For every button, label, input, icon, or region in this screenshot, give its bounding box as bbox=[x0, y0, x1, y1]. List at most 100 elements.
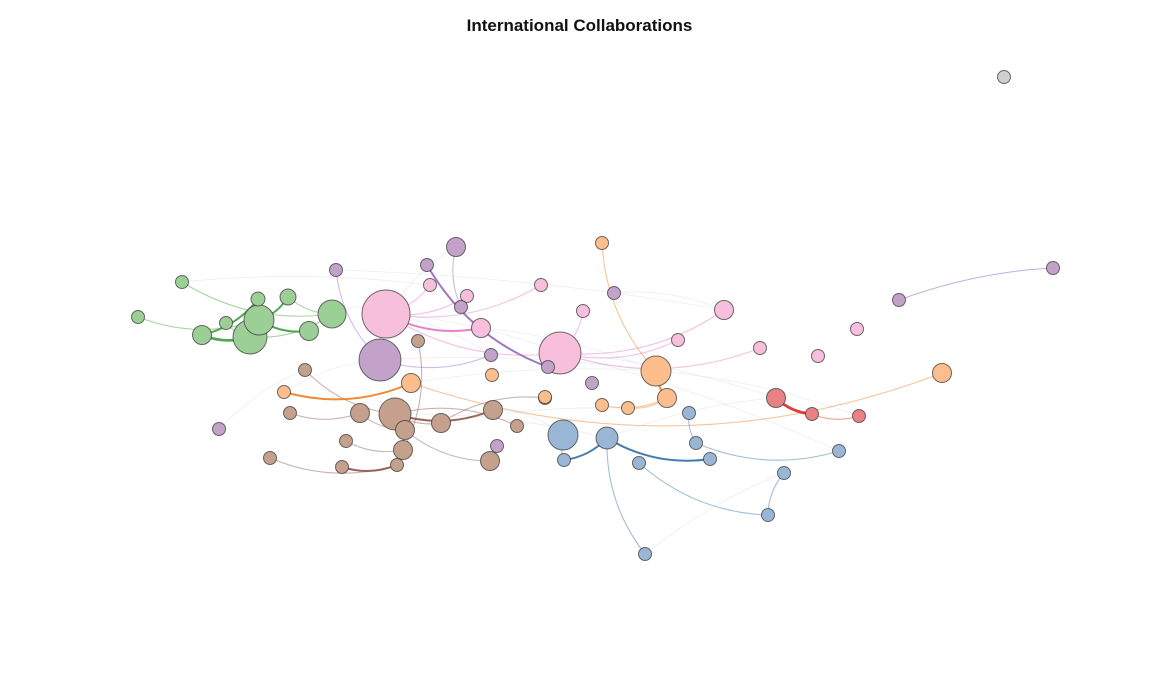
country-node bbox=[547, 419, 579, 451]
country-node bbox=[361, 289, 411, 339]
background-edge bbox=[655, 370, 860, 417]
country-node bbox=[339, 434, 353, 448]
collaboration-edge bbox=[695, 442, 840, 461]
country-node bbox=[243, 304, 275, 336]
collaboration-edge bbox=[404, 429, 491, 462]
country-node bbox=[317, 299, 347, 329]
country-node bbox=[393, 440, 413, 460]
background-edge bbox=[644, 472, 785, 555]
country-node bbox=[483, 400, 503, 420]
country-node bbox=[454, 300, 468, 314]
country-node bbox=[431, 413, 451, 433]
country-node bbox=[484, 348, 498, 362]
country-node bbox=[395, 420, 415, 440]
country-node bbox=[423, 278, 437, 292]
collaboration-edge bbox=[811, 413, 860, 420]
edges-layer bbox=[137, 242, 1054, 555]
country-node bbox=[192, 325, 212, 345]
country-node bbox=[753, 341, 767, 355]
country-node bbox=[689, 436, 703, 450]
country-node bbox=[714, 300, 734, 320]
country-node bbox=[607, 286, 621, 300]
collaboration-edge bbox=[606, 437, 646, 555]
collaboration-edge bbox=[606, 437, 711, 462]
country-node bbox=[358, 338, 402, 382]
country-node bbox=[485, 368, 499, 382]
country-node bbox=[632, 456, 646, 470]
country-node bbox=[471, 318, 491, 338]
country-node bbox=[131, 310, 145, 324]
country-node bbox=[585, 376, 599, 390]
country-node bbox=[279, 288, 297, 306]
nodes-layer bbox=[131, 70, 1060, 561]
country-node bbox=[490, 439, 504, 453]
collaboration-edge bbox=[289, 412, 361, 420]
country-node bbox=[892, 293, 906, 307]
country-node bbox=[805, 407, 819, 421]
country-node bbox=[932, 363, 952, 383]
background-edge bbox=[379, 357, 657, 372]
country-node bbox=[1046, 261, 1060, 275]
country-node bbox=[420, 258, 434, 272]
country-node bbox=[576, 304, 590, 318]
country-node bbox=[761, 508, 775, 522]
country-node bbox=[446, 237, 466, 257]
figure-title: International Collaborations bbox=[466, 16, 693, 35]
country-node bbox=[401, 373, 421, 393]
country-node bbox=[212, 422, 226, 436]
collaboration-edge bbox=[638, 462, 769, 516]
country-node bbox=[682, 406, 696, 420]
collaboration-edge bbox=[341, 464, 398, 472]
country-node bbox=[480, 451, 500, 471]
country-node bbox=[657, 388, 677, 408]
country-node bbox=[175, 275, 189, 289]
country-node bbox=[350, 403, 370, 423]
country-node bbox=[250, 291, 266, 307]
country-node bbox=[298, 363, 312, 377]
country-node bbox=[283, 406, 297, 420]
background-edge bbox=[613, 291, 725, 311]
country-node bbox=[390, 458, 404, 472]
background-edge bbox=[410, 368, 657, 384]
country-node bbox=[299, 321, 319, 341]
country-node bbox=[595, 426, 619, 450]
country-node bbox=[852, 409, 866, 423]
country-node bbox=[335, 460, 349, 474]
country-node bbox=[766, 388, 786, 408]
country-node bbox=[219, 316, 233, 330]
collaboration-edge bbox=[269, 457, 398, 474]
country-node bbox=[638, 547, 652, 561]
country-node bbox=[510, 419, 524, 433]
country-node bbox=[534, 278, 548, 292]
country-node bbox=[329, 263, 343, 277]
country-node bbox=[557, 453, 571, 467]
country-node bbox=[541, 360, 555, 374]
background-edge bbox=[394, 413, 608, 439]
background-edge bbox=[559, 352, 840, 452]
country-node bbox=[263, 451, 277, 465]
collaboration-edge bbox=[283, 382, 412, 401]
country-node bbox=[595, 236, 609, 250]
country-node bbox=[997, 70, 1011, 84]
country-node bbox=[595, 398, 609, 412]
collaboration-edge bbox=[898, 267, 1054, 301]
background-edge bbox=[335, 269, 725, 311]
country-node bbox=[703, 452, 717, 466]
collaboration-edge bbox=[601, 242, 657, 372]
background-edge bbox=[181, 276, 431, 286]
country-node bbox=[460, 289, 474, 303]
country-node bbox=[671, 333, 685, 347]
country-node bbox=[640, 355, 672, 387]
country-node bbox=[538, 390, 552, 404]
country-node bbox=[411, 334, 425, 348]
country-node bbox=[832, 444, 846, 458]
background-edge bbox=[218, 369, 306, 430]
country-node bbox=[621, 401, 635, 415]
country-node bbox=[777, 466, 791, 480]
country-node bbox=[850, 322, 864, 336]
collaboration-edge bbox=[385, 313, 561, 356]
country-node bbox=[811, 349, 825, 363]
country-node bbox=[277, 385, 291, 399]
